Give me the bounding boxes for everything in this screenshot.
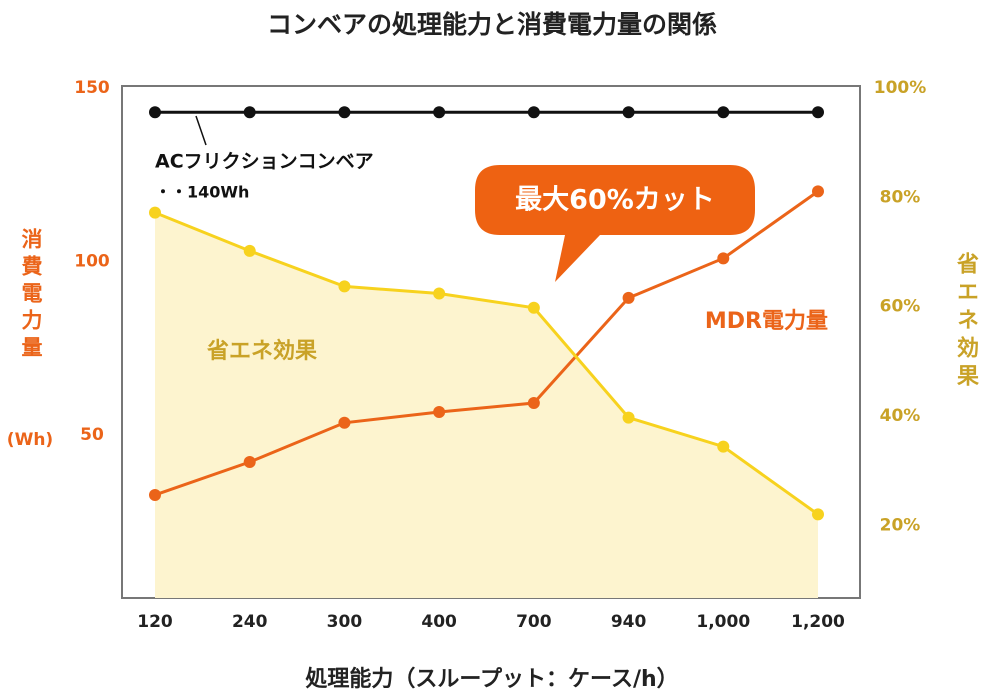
x-tick-label: 400 xyxy=(421,612,457,632)
leader-line xyxy=(195,115,207,146)
series-label: 省エネ効果 xyxy=(206,338,317,364)
data-point xyxy=(149,488,161,501)
data-point xyxy=(527,301,540,314)
data-point xyxy=(812,106,824,119)
y2-tick-label: 60% xyxy=(880,297,921,317)
series-line xyxy=(154,190,819,497)
data-point xyxy=(622,106,635,119)
y2-tick-label: 40% xyxy=(880,406,921,426)
y-axis-title: 消費電力量 xyxy=(19,227,43,363)
x-tick-label: 700 xyxy=(516,612,552,632)
data-point xyxy=(527,397,540,410)
callout-text: 最大60%カット xyxy=(515,185,715,216)
data-point xyxy=(243,244,256,257)
chart-title: コンベアの処理能力と消費電力量の関係 xyxy=(267,10,717,39)
data-point xyxy=(717,440,730,453)
data-point xyxy=(149,106,161,119)
data-point xyxy=(433,287,446,300)
series-line xyxy=(154,211,819,516)
x-tick-label: 940 xyxy=(611,612,647,632)
data-point xyxy=(149,206,161,219)
y-tick-label: 100 xyxy=(74,251,110,271)
data-point xyxy=(622,291,635,304)
data-point xyxy=(338,416,351,429)
y2-tick-label: 100% xyxy=(874,78,927,98)
data-point xyxy=(243,106,256,119)
y-tick-label: 150 xyxy=(74,78,110,98)
series-label: MDR電力量 xyxy=(705,309,828,334)
data-point xyxy=(812,508,824,521)
area-layer xyxy=(155,212,818,598)
y2-tick-label: 80% xyxy=(880,187,921,207)
x-tick-label: 120 xyxy=(137,612,173,632)
data-point xyxy=(433,406,446,419)
data-point xyxy=(622,411,635,424)
series-label: ACフリクションコンベア xyxy=(155,151,374,173)
y2-axis-title: 省エネ効果 xyxy=(953,252,980,392)
data-point xyxy=(717,252,730,265)
x-tick-label: 1,200 xyxy=(791,612,845,632)
x-tick-label: 240 xyxy=(232,612,268,632)
data-point xyxy=(527,106,540,119)
y-axis-unit: (Wh) xyxy=(7,430,53,450)
x-tick-label: 1,000 xyxy=(696,612,750,632)
x-tick-label: 300 xyxy=(327,612,363,632)
data-point xyxy=(338,106,351,119)
data-point xyxy=(433,106,446,119)
data-point xyxy=(338,280,351,293)
data-point xyxy=(812,185,824,198)
callout-bubble xyxy=(475,165,755,282)
data-point xyxy=(243,456,256,468)
x-axis-title: 処理能力（スループット：ケース/h） xyxy=(305,666,678,692)
area xyxy=(155,212,818,598)
annotation: ・・140Wh xyxy=(155,183,249,202)
y2-tick-label: 20% xyxy=(880,515,921,535)
y-tick-label: 50 xyxy=(80,425,104,445)
data-point xyxy=(717,106,730,119)
